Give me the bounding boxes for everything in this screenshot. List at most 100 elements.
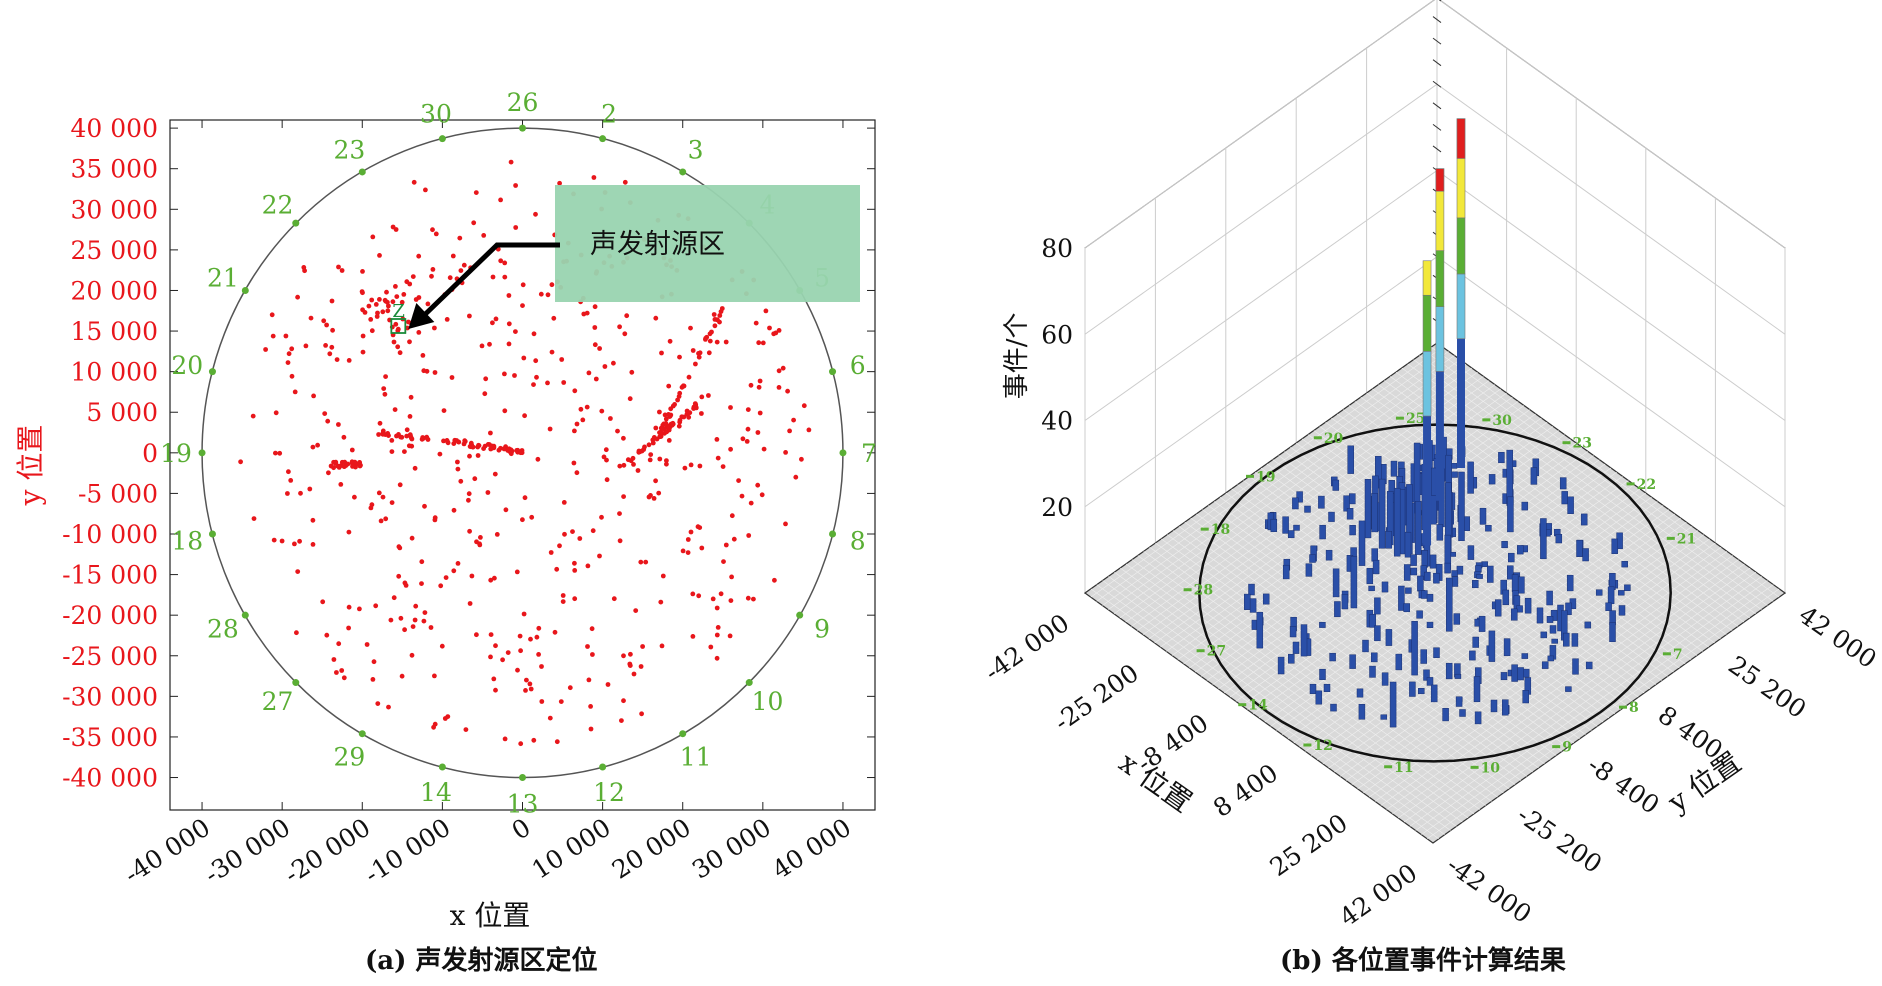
event-bar (1309, 683, 1317, 694)
scatter-point (501, 446, 507, 452)
scatter-point (681, 414, 687, 420)
event-bar (1546, 616, 1554, 623)
scatter-point (505, 650, 511, 655)
z-tick-label: 80 (1041, 234, 1073, 263)
event-bar (1393, 487, 1401, 557)
scatter-point (668, 406, 674, 412)
scatter-point (494, 532, 500, 537)
scatter-point (515, 667, 520, 673)
scatter-point (373, 302, 379, 307)
scatter-point (288, 478, 294, 483)
scatter-point (359, 289, 365, 294)
scatter-point (574, 421, 580, 427)
scatter-point (748, 500, 754, 506)
scatter-point (432, 721, 438, 727)
event-bar (1611, 538, 1618, 554)
scatter-point (326, 470, 331, 476)
sensor-dot (829, 368, 837, 376)
event-bar (1451, 576, 1459, 587)
scatter-point (653, 315, 659, 321)
scatter-point (506, 321, 512, 327)
z-tick (1432, 145, 1442, 153)
scatter-point (588, 726, 594, 732)
scatter-point (561, 500, 567, 505)
scatter-point (755, 430, 761, 435)
scatter-point (444, 317, 450, 322)
event-bar (1341, 594, 1349, 610)
floor-grid (1386, 559, 1739, 810)
scatter-point (639, 448, 645, 454)
scatter-point (491, 676, 497, 682)
scatter-point (238, 459, 244, 465)
scatter-point (421, 435, 426, 441)
scatter-point (502, 274, 508, 280)
scatter-point (548, 550, 554, 555)
event-bar (1390, 460, 1398, 477)
scatter-point (380, 309, 386, 315)
scatter-point (629, 369, 635, 375)
scatter-point (463, 727, 469, 732)
scatter-point (333, 459, 339, 465)
scatter-point (451, 441, 457, 446)
scatter-point (688, 462, 694, 468)
scatter-point (473, 190, 479, 196)
event-bar (1430, 495, 1437, 525)
y-tick-label: -30 000 (62, 682, 158, 711)
scatter-point (371, 659, 377, 665)
event-bar (1270, 518, 1278, 532)
scatter-point (659, 426, 664, 431)
sensor-label: 10 (752, 687, 784, 716)
scatter-point (377, 420, 383, 426)
scatter-point (685, 550, 691, 555)
tall-bar-segment (1435, 250, 1445, 307)
scatter-point (535, 456, 541, 462)
event-bar (1456, 565, 1464, 575)
scatter-point (409, 535, 415, 541)
scatter-point (751, 596, 756, 602)
scatter-point (390, 224, 396, 230)
scatter-point (409, 652, 415, 658)
scatter-point (690, 348, 696, 353)
event-bar (1369, 665, 1376, 678)
scatter-point (605, 682, 611, 687)
scatter-point (591, 175, 597, 180)
scatter-point (586, 677, 592, 683)
sensor-dot (519, 774, 526, 782)
scatter-point (785, 388, 790, 394)
scatter-point (570, 529, 575, 534)
event-bar (1426, 621, 1434, 628)
event-bar (1410, 567, 1418, 576)
scatter-point (404, 279, 410, 285)
scatter-point (533, 211, 538, 217)
scatter-point (522, 495, 528, 501)
scatter-point (302, 268, 307, 274)
scatter-point (455, 561, 461, 566)
scatter-point (470, 444, 476, 450)
sensor-dot (438, 763, 446, 771)
scatter-point (648, 452, 654, 457)
scatter-point (410, 624, 416, 629)
y-tick-label: -42 000 (1442, 850, 1537, 929)
scatter-point (451, 507, 457, 513)
event-bar (1502, 589, 1510, 606)
scatter-point (688, 325, 693, 331)
scatter-point (657, 409, 662, 415)
scatter-point (531, 331, 537, 337)
scatter-point (572, 568, 578, 573)
scatter-point (557, 543, 562, 549)
scatter-point (748, 382, 754, 388)
scatter-point (408, 394, 414, 400)
event-bar (1609, 622, 1616, 642)
event-bar (1349, 493, 1356, 505)
event-bar (1288, 653, 1295, 664)
event-bar (1374, 625, 1381, 642)
scatter-point (416, 330, 422, 335)
scatter-point (617, 463, 623, 469)
z-tick-label: 40 (1041, 407, 1073, 436)
sensor-label: 28 (1194, 583, 1213, 599)
scatter-point (621, 435, 626, 441)
scatter-point (531, 382, 536, 387)
scatter-point (664, 458, 669, 463)
scatter-point (621, 462, 627, 468)
